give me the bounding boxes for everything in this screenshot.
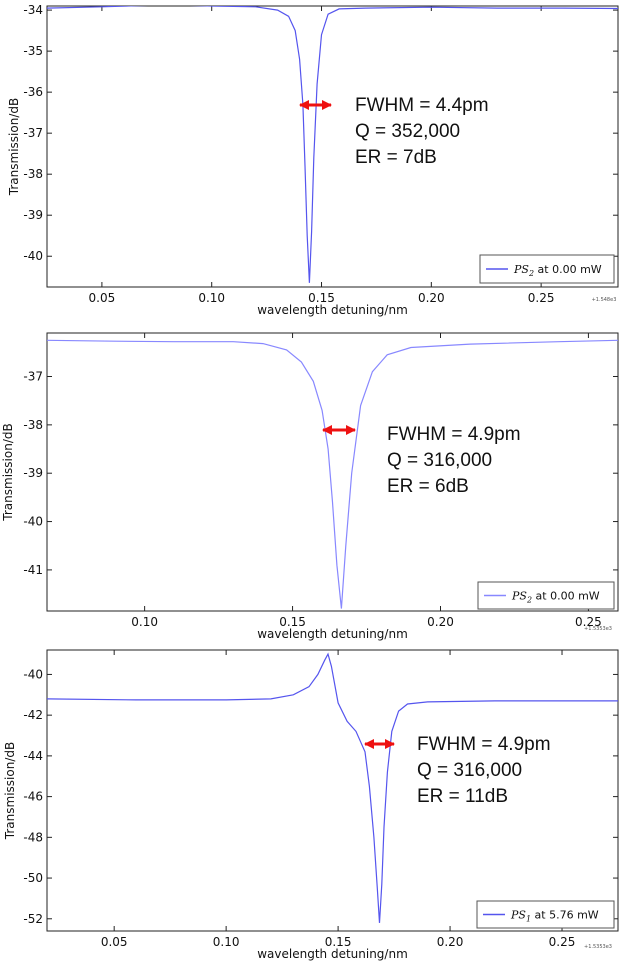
legend-subscript: 2	[526, 596, 532, 605]
y-tick-label: -52	[23, 912, 43, 926]
x-offset-label: +1.5353e3	[584, 944, 612, 950]
legend-subscript: 1	[526, 915, 531, 924]
plot-frame	[46, 649, 619, 932]
x-tick-label: 0.15	[279, 615, 306, 629]
x-tick-label: 0.20	[418, 291, 445, 305]
y-tick-label: -50	[23, 871, 43, 885]
x-tick-label: 0.15	[308, 291, 335, 305]
annotation-text: FWHM = 4.4pm	[355, 95, 489, 116]
annotation-text: Q = 316,000	[417, 760, 522, 781]
annotation-text: ER = 6dB	[387, 476, 469, 497]
y-tick-label: -34	[23, 3, 43, 17]
y-tick-label: -38	[23, 167, 43, 181]
annotation-text: Q = 352,000	[355, 121, 460, 142]
legend-text: at 0.00 mW	[532, 590, 600, 603]
legend-label: PS2 at 0.00 mW	[513, 263, 602, 278]
chart-panel-1: 0.05 0.10 0.15 0.20 0.25 -34 -35 -36 -37 -38 -39 -4…	[7, 3, 619, 317]
legend-text: at 5.76 mW	[531, 909, 599, 922]
y-tick-label: -40	[23, 515, 43, 529]
legend-symbol: PS	[510, 909, 526, 922]
y-tick-label: -40	[23, 667, 43, 681]
annotation-text: ER = 7dB	[355, 147, 437, 168]
legend-symbol: PS	[513, 263, 529, 276]
legend-label: PS1 at 5.76 mW	[510, 909, 599, 924]
y-tick-label: -40	[23, 249, 43, 263]
annotation-text: FWHM = 4.9pm	[387, 424, 521, 445]
legend-label: PS2 at 0.00 mW	[511, 590, 600, 605]
y-tick-label: -35	[23, 44, 43, 58]
annotation-text: FWHM = 4.9pm	[417, 734, 551, 755]
legend-text: at 0.00 mW	[534, 263, 602, 276]
y-tick-label: -42	[23, 708, 43, 722]
legend-subscript: 2	[528, 269, 534, 278]
y-tick-label: -39	[23, 466, 43, 480]
series-line	[47, 339, 618, 609]
y-tick-label: -41	[23, 563, 43, 577]
y-tick-label: -38	[23, 418, 43, 432]
annotation-text: Q = 316,000	[387, 450, 492, 471]
x-offset-label: +1.548e3	[592, 297, 617, 303]
x-tick-label: 0.25	[575, 615, 602, 629]
x-tick-label: 0.10	[131, 615, 158, 629]
x-tick-label: 0.20	[427, 615, 454, 629]
y-tick-label: -36	[23, 85, 43, 99]
y-tick-label: -48	[23, 830, 43, 844]
series-line	[47, 6, 618, 283]
x-axis-label: wavelength detuning/nm	[257, 947, 408, 961]
y-tick-label: -37	[23, 126, 43, 140]
y-tick-label: -39	[23, 208, 43, 222]
x-tick-label: 0.10	[213, 935, 240, 949]
y-axis-label: Transmission/dB	[1, 423, 15, 521]
annotation-text: ER = 11dB	[417, 786, 508, 807]
legend-box	[477, 581, 615, 610]
x-tick-label: 0.05	[101, 935, 128, 949]
plot-frame	[46, 5, 619, 288]
y-axis-label: Transmission/dB	[7, 98, 21, 196]
x-offset-label: +1.5353e3	[584, 626, 612, 632]
y-tick-label: -44	[23, 749, 43, 763]
x-tick-label: 0.25	[528, 291, 555, 305]
x-tick-label: 0.25	[549, 935, 576, 949]
series-line	[47, 652, 618, 923]
y-axis-label: Transmission/dB	[3, 742, 17, 840]
y-tick-label: -46	[23, 790, 43, 804]
chart-panel-2: 0.10 0.15 0.20 0.25 -37 -38 -39 -40 -41 wavelengt…	[1, 332, 619, 641]
x-tick-label: 0.05	[89, 291, 116, 305]
x-axis-label: wavelength detuning/nm	[257, 627, 408, 641]
x-axis-label: wavelength detuning/nm	[257, 303, 408, 317]
x-tick-label: 0.20	[437, 935, 464, 949]
x-tick-label: 0.15	[325, 935, 352, 949]
plot-frame	[46, 332, 619, 612]
chart-panel-3: 0.05 0.10 0.15 0.20 0.25 -40 -42 -44 -46 -48 -50 -5…	[3, 649, 619, 961]
legend-symbol: PS	[511, 590, 527, 603]
x-tick-label: 0.10	[198, 291, 225, 305]
y-tick-label: -37	[23, 370, 43, 384]
